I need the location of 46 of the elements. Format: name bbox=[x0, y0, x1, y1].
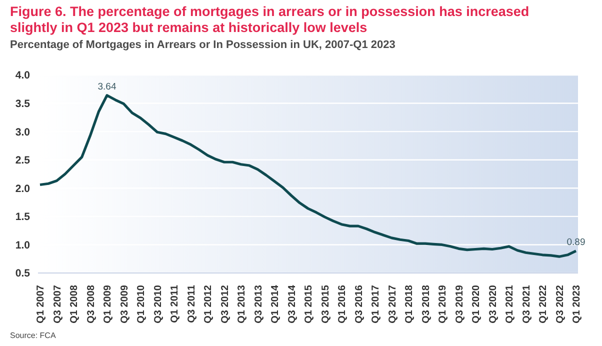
chart-title: Figure 6. The percentage of mortgages in arrears or in possession has increased slightly in Q1 2023 but remains at historically low levels bbox=[10, 4, 530, 36]
chart-subtitle: Percentage of Mortgages in Arrears or In Possession in UK, 2007-Q1 2023 bbox=[10, 39, 396, 51]
x-tick-label: Q3 2017 bbox=[387, 284, 398, 324]
x-tick-label: Q3 2014 bbox=[286, 284, 298, 324]
x-tick-label: Q3 2011 bbox=[186, 284, 198, 323]
x-tick-label: Q1 2016 bbox=[337, 284, 348, 324]
y-tick-label: 1.0 bbox=[15, 239, 30, 252]
x-tick-label: Q3 2018 bbox=[420, 284, 432, 324]
x-tick-label: Q3 2020 bbox=[488, 284, 499, 324]
x-tick-label: Q1 2008 bbox=[69, 284, 80, 324]
x-tick-label: Q1 2010 bbox=[136, 284, 147, 324]
x-tick-label: Q3 2015 bbox=[320, 284, 332, 324]
data-label: 0.89 bbox=[566, 236, 586, 248]
x-tick-label: Q1 2023 bbox=[572, 284, 582, 324]
y-tick-label: 3.0 bbox=[15, 126, 30, 138]
y-tick-label: 4.0 bbox=[15, 70, 30, 82]
y-tick-label: 2.0 bbox=[15, 182, 30, 195]
x-tick-label: Q1 2018 bbox=[404, 284, 415, 324]
y-tick-label: 3.5 bbox=[15, 98, 30, 110]
x-tick-label: Q1 2017 bbox=[370, 284, 382, 324]
x-tick-label: Q1 2009 bbox=[102, 284, 114, 324]
x-tick-label: Q1 2013 bbox=[236, 284, 248, 324]
x-tick-label: Q3 2013 bbox=[253, 284, 264, 324]
source-note: Source: FCA bbox=[10, 331, 56, 340]
x-tick-label: Q1 2020 bbox=[471, 284, 482, 324]
x-tick-label: Q3 2010 bbox=[152, 284, 164, 324]
x-tick-label: Q3 2007 bbox=[52, 284, 64, 324]
x-tick-label: Q1 2022 bbox=[538, 284, 549, 324]
y-tick-label: 1.5 bbox=[15, 211, 30, 224]
x-tick-label: Q1 2015 bbox=[304, 284, 314, 324]
x-tick-label: Q3 2009 bbox=[119, 284, 130, 324]
x-tick-label: Q3 2012 bbox=[220, 284, 231, 324]
x-tick-label: Q3 2016 bbox=[354, 284, 365, 324]
y-tick-label: 0.5 bbox=[15, 268, 30, 280]
x-tick-label: Q1 2021 bbox=[504, 284, 516, 324]
data-label: 3.64 bbox=[98, 81, 116, 92]
x-tick-label: Q1 2011 bbox=[170, 284, 180, 323]
x-tick-label: Q1 2014 bbox=[270, 284, 281, 324]
x-tick-label: Q1 2019 bbox=[438, 284, 448, 324]
x-tick-label: Q3 2022 bbox=[554, 284, 566, 324]
x-tick-label: Q3 2021 bbox=[521, 284, 532, 324]
x-tick-label: Q1 2007 bbox=[36, 284, 46, 324]
x-tick-label: Q3 2008 bbox=[86, 284, 97, 324]
x-tick-label: Q3 2019 bbox=[454, 284, 466, 324]
x-tick-label: Q1 2012 bbox=[203, 284, 214, 324]
y-tick-label: 2.5 bbox=[15, 154, 30, 167]
